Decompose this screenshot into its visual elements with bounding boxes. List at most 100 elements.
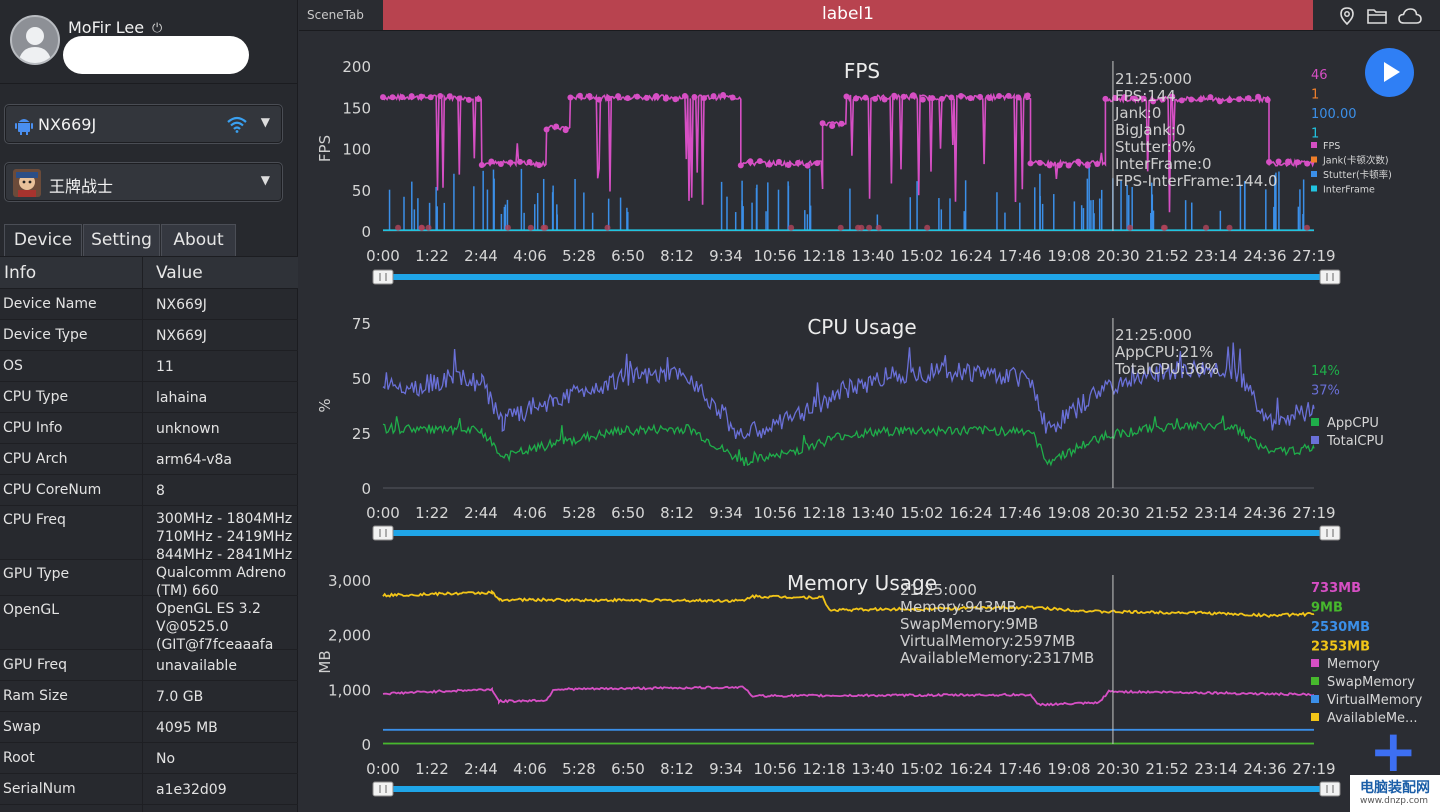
add-chart-button[interactable]: +	[1369, 717, 1418, 785]
fps-point	[1140, 95, 1147, 102]
fps-point	[1304, 160, 1311, 167]
fps-point	[1207, 94, 1214, 101]
range-slider-end-handle[interactable]	[1319, 525, 1341, 541]
range-slider-start-handle[interactable]	[372, 781, 394, 797]
y-tick-label: 25	[352, 425, 371, 443]
x-tick-label: 1:22	[415, 504, 449, 522]
fps-point	[427, 94, 434, 101]
info-key: Swap	[3, 719, 41, 735]
fps-point	[389, 94, 396, 101]
x-tick-label: 24:36	[1243, 247, 1286, 265]
range-slider-start-handle[interactable]	[372, 525, 394, 541]
fps-point	[1236, 96, 1243, 103]
jank-marker	[1161, 224, 1168, 231]
tab-about[interactable]: About	[161, 224, 236, 256]
jank-marker	[1303, 224, 1310, 231]
fps-point	[1294, 159, 1301, 166]
legend-label: Stutter(卡顿率)	[1323, 169, 1392, 181]
fps-point	[1027, 160, 1034, 167]
tooltip-line: AvailableMemory:2317MB	[900, 649, 1094, 667]
current-value: 100.00	[1311, 107, 1357, 122]
device-select[interactable]: NX669J ▼	[4, 104, 283, 144]
info-row: OS 11	[0, 351, 298, 382]
fps-point	[536, 162, 543, 169]
range-slider-end-handle[interactable]	[1319, 269, 1341, 285]
current-value: 1	[1311, 88, 1319, 103]
info-key: Device Type	[3, 327, 88, 343]
jank-marker	[1203, 224, 1210, 231]
avatar[interactable]	[10, 15, 60, 65]
app-select-value: 王牌战士	[49, 177, 114, 196]
location-pin-icon[interactable]	[1338, 7, 1356, 25]
scene-tab[interactable]: SceneTab	[307, 8, 364, 22]
fps-point	[804, 162, 811, 169]
jank-marker	[1126, 224, 1133, 231]
fps-point	[475, 96, 482, 103]
fps-point	[691, 94, 698, 101]
app-select[interactable]: 王牌战士 ▼	[4, 162, 283, 202]
fps-point	[838, 120, 845, 127]
fps-point	[624, 95, 631, 102]
tooltip-line: TotalCPU:36%	[1114, 360, 1219, 378]
legend-label: AppCPU	[1327, 416, 1379, 431]
chevron-down-icon: ▼	[260, 115, 270, 129]
x-tick-label: 21:52	[1145, 247, 1188, 265]
fps-point	[586, 92, 593, 99]
series-line-AppCPU	[382, 415, 1315, 467]
info-value: 300MHz - 1804MHz 710MHz - 2419MHz 844MHz…	[156, 511, 293, 563]
range-slider-end-handle[interactable]	[1319, 781, 1341, 797]
info-table-header: Info Value	[0, 256, 298, 289]
jank-marker	[504, 224, 511, 231]
info-value: unavailable	[156, 658, 237, 674]
fps-point	[380, 94, 386, 101]
power-icon[interactable]: ⏻	[152, 21, 163, 36]
play-button[interactable]	[1365, 48, 1414, 97]
legend-label: InterFrame	[1323, 185, 1375, 196]
x-tick-label: 16:24	[949, 247, 992, 265]
x-tick-label: 13:40	[851, 504, 894, 522]
jank-marker	[788, 224, 795, 231]
x-tick-label: 4:06	[513, 504, 547, 522]
wifi-icon	[227, 116, 247, 133]
cloud-icon[interactable]	[1398, 7, 1422, 25]
range-slider-start-handle[interactable]	[372, 269, 394, 285]
folder-icon[interactable]	[1367, 7, 1387, 25]
y-tick-label: 50	[352, 182, 371, 200]
y-tick-label: 0	[361, 223, 371, 241]
game-icon	[13, 169, 41, 197]
y-tick-label: 3,000	[328, 572, 371, 590]
info-value: arm64-v8a	[156, 452, 232, 468]
y-tick-label: 2,000	[328, 627, 371, 645]
jank-marker	[395, 224, 402, 231]
tooltip-line: FPS:144	[1115, 87, 1176, 105]
jank-marker	[418, 224, 425, 231]
top-bar: SceneTab label1	[299, 0, 1440, 31]
x-tick-label: 0:00	[366, 247, 400, 265]
column-header-value: Value	[156, 263, 203, 283]
x-tick-label: 27:19	[1292, 760, 1335, 778]
legend-swatch	[1311, 659, 1319, 667]
fps-point	[1046, 162, 1053, 169]
sidebar: MoFir Lee ⏻ NX669J ▼ 王牌战士 ▼ Device Setti…	[0, 0, 298, 812]
fps-point	[938, 95, 945, 102]
tab-device[interactable]: Device	[4, 224, 82, 256]
legend-label: Memory	[1327, 657, 1380, 672]
info-row: CPU Arch arm64-v8a	[0, 444, 298, 475]
scene-label: label1	[822, 4, 874, 24]
y-tick-label: 0	[361, 736, 371, 754]
jank-marker	[540, 224, 547, 231]
x-tick-label: 8:12	[660, 504, 694, 522]
tab-setting[interactable]: Setting	[83, 224, 160, 256]
series-line-AvailableMemory	[382, 589, 1315, 619]
jank-marker	[604, 224, 611, 231]
fps-point	[465, 96, 472, 103]
x-tick-label: 19:08	[1047, 504, 1090, 522]
x-tick-label: 5:28	[562, 504, 596, 522]
scene-label-bar[interactable]: label1	[383, 0, 1313, 30]
current-value: 2353MB	[1311, 640, 1370, 655]
tooltip-line: 21:25:000	[1115, 70, 1192, 88]
info-value: NX669J	[156, 328, 207, 344]
fps-point	[891, 92, 898, 99]
fps-point	[919, 96, 926, 103]
legend-label: Jank(卡顿次数)	[1322, 155, 1389, 167]
